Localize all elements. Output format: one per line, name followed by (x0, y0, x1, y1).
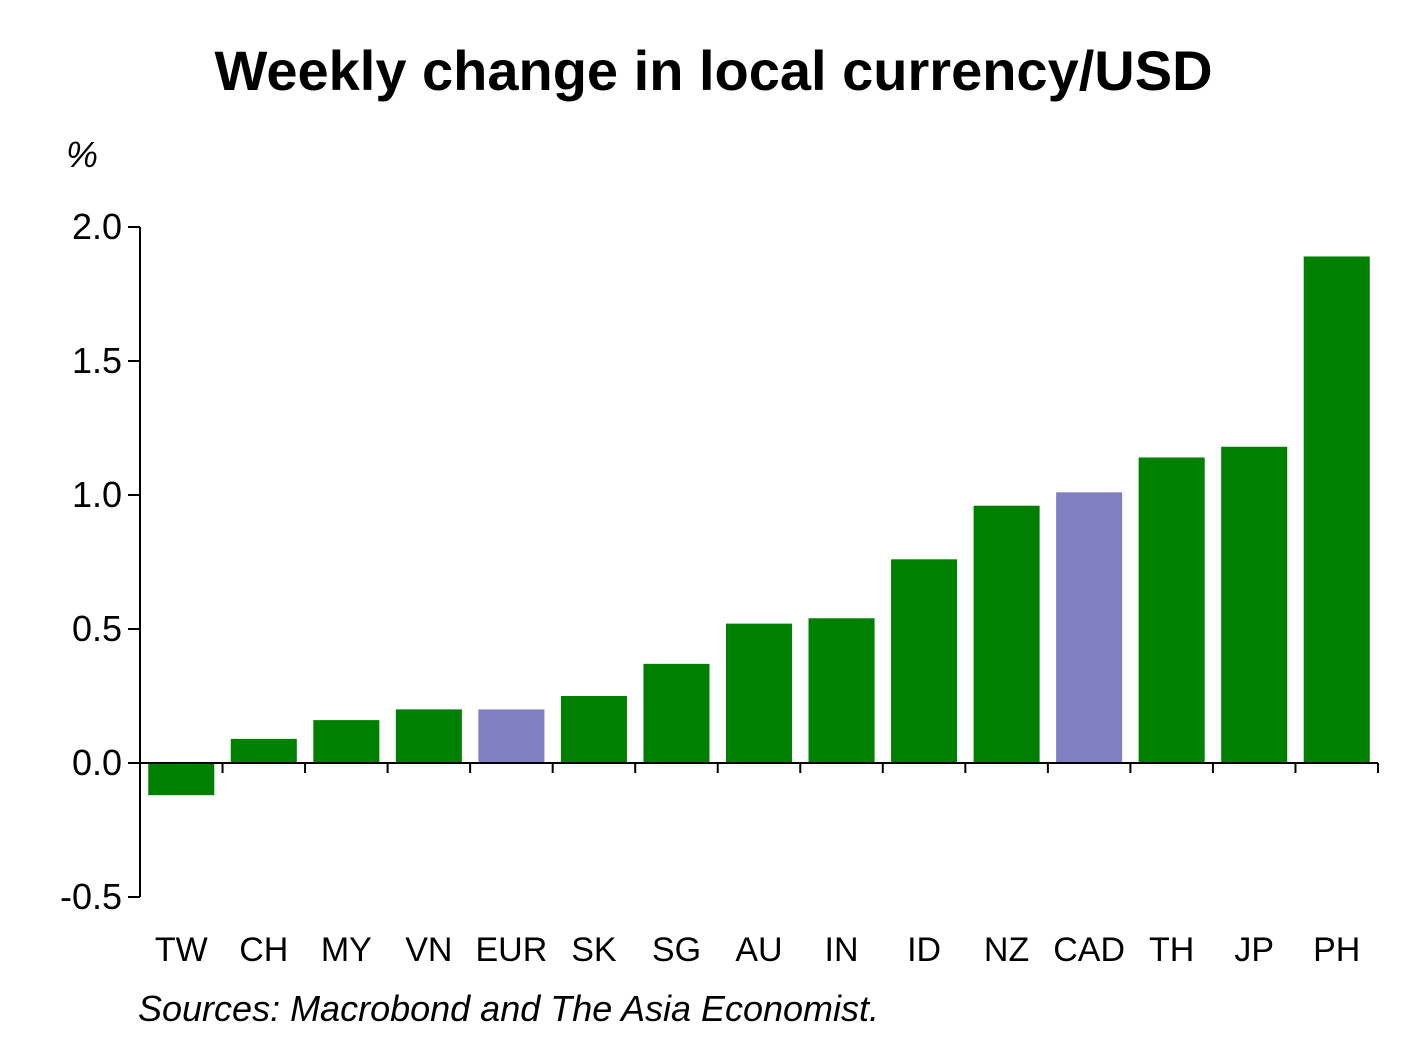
chart-title: Weekly change in local currency/USD (214, 39, 1213, 102)
bar-sg (643, 663, 710, 763)
bar-ch (230, 738, 297, 763)
source-note: Sources: Macrobond and The Asia Economis… (138, 988, 880, 1029)
x-labels-layer: TW CH MY VN EUR SK SG AU IN ID NZ CAD TH JP PH (155, 931, 1361, 969)
bar-ph (1303, 256, 1370, 763)
x-category-label-cad: CAD (1053, 931, 1125, 969)
x-category-label-sg: SG (652, 931, 701, 969)
x-category-label-sk: SK (571, 931, 617, 969)
bar-sk (560, 696, 627, 763)
x-category-label-ch: CH (239, 931, 288, 969)
y-tick-label: 0.5 (72, 608, 122, 649)
x-category-label-au: AU (735, 931, 782, 969)
bar-my (313, 720, 380, 763)
bar-jp (1221, 446, 1288, 763)
bar-in (808, 618, 875, 763)
y-tick-label: 1.5 (72, 340, 122, 381)
y-tick-label: 1.0 (72, 474, 122, 515)
bar-id (891, 559, 958, 763)
bar-tw (148, 763, 215, 796)
axes-layer (139, 227, 1379, 897)
bar-eur (478, 709, 545, 763)
bar-cad (1056, 492, 1123, 763)
y-tick-label: 0.0 (72, 742, 122, 783)
bar-vn (395, 709, 462, 763)
y-tick-label: 2.0 (72, 206, 122, 247)
x-category-label-ph: PH (1313, 931, 1360, 969)
x-category-label-id: ID (907, 931, 941, 969)
x-category-label-in: IN (825, 931, 859, 969)
x-category-label-th: TH (1149, 931, 1194, 969)
x-category-label-nz: NZ (984, 931, 1029, 969)
x-category-label-vn: VN (405, 931, 452, 969)
x-category-label-eur: EUR (476, 931, 548, 969)
y-ticks-layer: -0.5 0.0 0.5 1.0 1.5 2.0 (60, 206, 140, 917)
bar-th (1138, 457, 1205, 763)
x-category-label-my: MY (321, 931, 372, 969)
bar-nz (973, 505, 1040, 763)
y-tick-label: -0.5 (60, 876, 122, 917)
y-axis-unit-label: % (66, 134, 99, 175)
x-category-label-tw: TW (155, 931, 208, 969)
bars-layer (148, 256, 1370, 796)
bar-au (725, 623, 793, 763)
x-category-label-jp: JP (1234, 931, 1274, 969)
